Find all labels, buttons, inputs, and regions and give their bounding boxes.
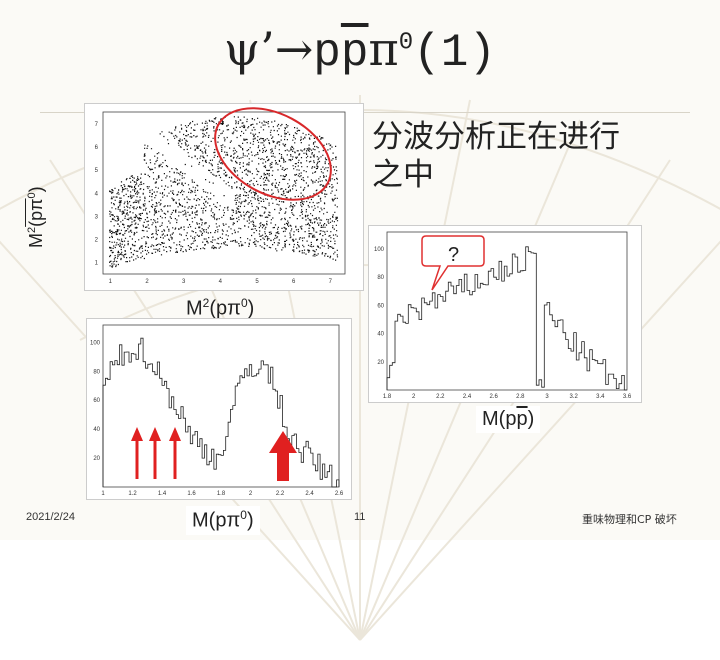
highlight-ellipse bbox=[214, 107, 332, 201]
big-red-arrow-shaft bbox=[277, 451, 289, 481]
hist-ppi-y-tick: 80 bbox=[93, 369, 100, 375]
footer-right-text: 重味物理和CP 破坏 bbox=[582, 513, 677, 526]
label-mpp: M(pp) bbox=[476, 406, 541, 433]
hist-ppi-x-tick: 2.2 bbox=[276, 491, 285, 497]
hist-ppi-x-tick: 2 bbox=[249, 491, 253, 497]
hist-ppi: 1 1.2 1.4 1.6 1.8 2 2.2 2.4 2.6 20 40 60 80 100 bbox=[86, 318, 352, 500]
red-arrow-head bbox=[131, 427, 143, 441]
hist-pp-plot: 1.8 2 2.2 2.4 2.6 2.8 3 3.2 3.4 3.6 20 40 60 80 100 bbox=[374, 231, 632, 400]
dalitz-y-tick: 3 bbox=[95, 214, 99, 220]
question-mark: ? bbox=[448, 244, 460, 266]
dalitz-x-tick: 5 bbox=[255, 279, 259, 285]
hist-pp-x-tick: 2.6 bbox=[489, 394, 498, 400]
dalitz-y-tick: 7 bbox=[95, 122, 99, 128]
hist-ppi-x-tick: 1.8 bbox=[217, 491, 226, 497]
label-mppi: M(pπ0) bbox=[186, 506, 260, 535]
slide-title: ψ’→ppπ0(1) bbox=[224, 22, 496, 79]
dalitz-y-tick: 2 bbox=[95, 238, 99, 244]
hist-pp-x-tick: 3.4 bbox=[596, 394, 605, 400]
dalitz-x-tick: 3 bbox=[182, 279, 186, 285]
hist-ppi-x-tick: 2.6 bbox=[335, 491, 344, 497]
hist-pp-x-tick: 2.4 bbox=[463, 394, 472, 400]
question-bubble bbox=[421, 235, 485, 291]
hist-pp-y-tick: 100 bbox=[374, 247, 385, 253]
hist-ppi-x-tick: 1.6 bbox=[187, 491, 196, 497]
dalitz-points bbox=[109, 116, 339, 268]
red-arrow-head bbox=[149, 427, 161, 441]
dalitz-y-tick: 5 bbox=[95, 168, 99, 174]
hist-pp-x-tick: 2.8 bbox=[516, 394, 525, 400]
dalitz-y-tick: 1 bbox=[95, 261, 99, 267]
dalitz-x-tick: 7 bbox=[329, 279, 333, 285]
chinese-note: 分波分析正在进行 之中 bbox=[372, 119, 620, 193]
hist-ppi-x-tick: 1 bbox=[101, 491, 105, 497]
footer-date: 2021/2/24 bbox=[26, 511, 75, 523]
hist-ppi-plot: 1 1.2 1.4 1.6 1.8 2 2.2 2.4 2.6 20 40 60 80 100 bbox=[90, 324, 344, 497]
dalitz-x-tick: 6 bbox=[292, 279, 296, 285]
hist-pp-x-tick: 3 bbox=[545, 394, 549, 400]
dalitz-x-tick: 1 bbox=[109, 279, 113, 285]
dalitz-x-tick: 2 bbox=[145, 279, 149, 285]
hist-ppi-x-tick: 1.2 bbox=[128, 491, 137, 497]
hist-pp-x-tick: 3.6 bbox=[623, 394, 632, 400]
hist-pp-frame bbox=[386, 231, 628, 391]
dalitz-x-tick: 4 bbox=[219, 279, 223, 285]
red-arrow-head bbox=[169, 427, 181, 441]
footer-page-number: 11 bbox=[354, 511, 366, 523]
big-red-arrow-head bbox=[269, 431, 297, 453]
hist-pp-bars bbox=[386, 246, 627, 391]
hist-pp-y-tick: 60 bbox=[377, 303, 384, 309]
hist-pp: 1.8 2 2.2 2.4 2.6 2.8 3 3.2 3.4 3.6 20 40 60 80 100 bbox=[368, 225, 642, 403]
hist-ppi-y-tick: 40 bbox=[93, 427, 100, 433]
hist-ppi-x-tick: 1.4 bbox=[158, 491, 167, 497]
title-divider bbox=[40, 112, 690, 113]
hist-pp-x-tick: 1.8 bbox=[383, 394, 392, 400]
hist-pp-y-tick: 40 bbox=[377, 332, 384, 338]
hist-ppi-x-tick: 2.4 bbox=[305, 491, 314, 497]
hist-ppi-y-tick: 60 bbox=[93, 398, 100, 404]
dalitz-y-tick: 4 bbox=[95, 191, 99, 197]
hist-ppi-bars bbox=[102, 337, 340, 488]
dalitz-y-tick: 6 bbox=[95, 145, 99, 151]
hist-ppi-y-tick: 100 bbox=[90, 340, 101, 346]
dalitz-x-label: M2(pπ0) bbox=[186, 296, 255, 320]
hist-pp-y-tick: 20 bbox=[377, 360, 384, 366]
hist-ppi-y-tick: 20 bbox=[93, 456, 100, 462]
dalitz-scatter: 1 2 3 4 5 6 7 1 2 3 4 5 6 7 bbox=[95, 107, 346, 285]
hist-pp-x-tick: 3.2 bbox=[569, 394, 578, 400]
hist-pp-x-tick: 2 bbox=[412, 394, 416, 400]
dalitz-plot: 1 2 3 4 5 6 7 1 2 3 4 5 6 7 bbox=[84, 103, 364, 291]
dalitz-y-label: M2(pπ0) bbox=[26, 186, 46, 248]
hist-pp-x-tick: 2.2 bbox=[436, 394, 445, 400]
dalitz-frame bbox=[102, 111, 346, 275]
hist-pp-y-tick: 80 bbox=[377, 275, 384, 281]
